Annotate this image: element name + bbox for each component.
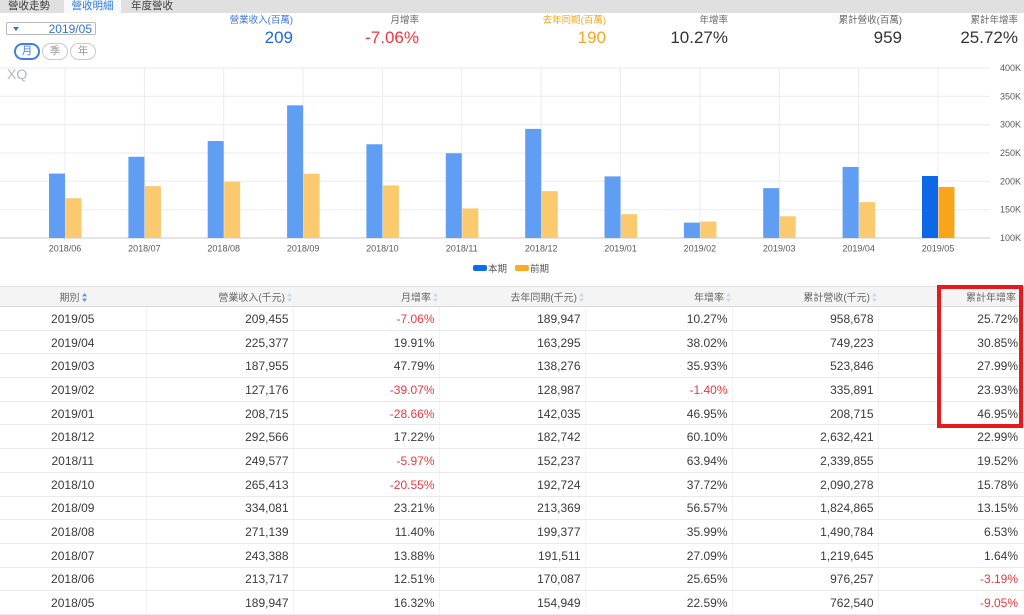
svg-text:400K: 400K: [1000, 63, 1021, 73]
svg-text:200K: 200K: [1000, 176, 1021, 186]
svg-text:300K: 300K: [1000, 120, 1021, 130]
svg-text:前期: 前期: [530, 263, 549, 275]
svg-text:100K: 100K: [1000, 233, 1021, 243]
svg-text:250K: 250K: [1000, 148, 1021, 158]
svg-text:2018/07: 2018/07: [128, 244, 161, 254]
svg-text:2018/10: 2018/10: [366, 244, 399, 254]
svg-text:2018/06: 2018/06: [49, 244, 82, 254]
svg-text:150K: 150K: [1000, 205, 1021, 215]
svg-text:350K: 350K: [1000, 91, 1021, 101]
svg-text:2019/01: 2019/01: [604, 244, 637, 254]
svg-text:2019/02: 2019/02: [684, 244, 717, 254]
svg-text:2018/12: 2018/12: [525, 244, 558, 254]
svg-text:2019/03: 2019/03: [763, 244, 796, 254]
svg-text:2019/04: 2019/04: [842, 244, 875, 254]
svg-text:本期: 本期: [488, 263, 507, 275]
svg-text:2019/05: 2019/05: [922, 244, 955, 254]
svg-text:2018/08: 2018/08: [207, 244, 240, 254]
svg-text:XQ: XQ: [7, 66, 27, 82]
svg-text:2018/11: 2018/11: [446, 244, 478, 254]
svg-text:2018/09: 2018/09: [287, 244, 320, 254]
